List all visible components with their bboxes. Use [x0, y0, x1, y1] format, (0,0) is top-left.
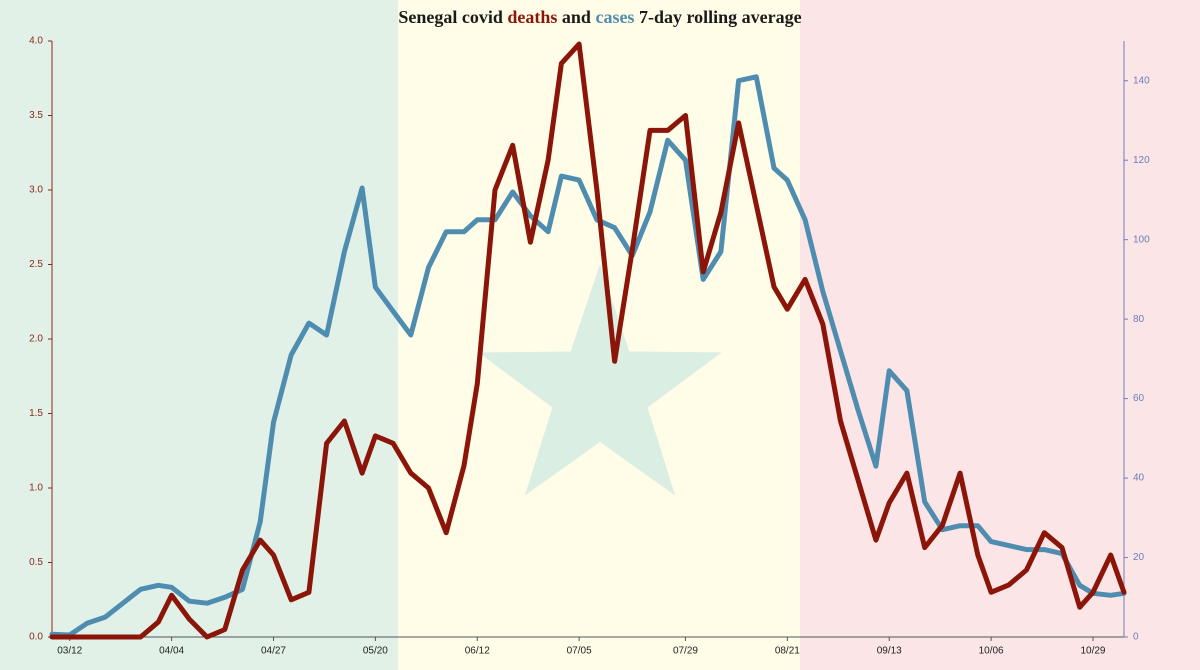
- y-tick-label: 4.0: [29, 36, 43, 47]
- x-tick-label: 05/20: [363, 646, 388, 657]
- y-tick-label: 1.0: [29, 483, 43, 494]
- x-tick-label: 10/06: [979, 646, 1004, 657]
- title-text: 7-day rolling average: [639, 7, 802, 27]
- x-tick-label: 06/12: [465, 646, 490, 657]
- x-tick-label: 09/13: [877, 646, 902, 657]
- title-text: Senegal covid: [398, 7, 503, 27]
- flag-band-green: [0, 0, 398, 670]
- y-tick-label: 3.5: [29, 110, 43, 121]
- flag-star: [478, 264, 722, 496]
- x-tick-label: 08/21: [775, 646, 800, 657]
- y2-tick-label: 80: [1133, 314, 1145, 325]
- y-tick-label: 2.0: [29, 334, 43, 345]
- y2-tick-label: 100: [1133, 234, 1150, 245]
- chart-title: Senegal covid deaths and cases 7-day rol…: [398, 7, 801, 27]
- y-tick-label: 3.0: [29, 185, 43, 196]
- y2-tick-label: 40: [1133, 473, 1145, 484]
- y-tick-label: 2.5: [29, 259, 43, 270]
- legend-cases: cases: [595, 7, 634, 27]
- x-tick-label: 07/05: [567, 646, 592, 657]
- y2-tick-label: 60: [1133, 393, 1145, 404]
- y-tick-label: 1.5: [29, 408, 43, 419]
- title-text: and: [562, 7, 591, 27]
- x-tick-label: 07/29: [673, 646, 698, 657]
- y2-tick-label: 0: [1133, 632, 1139, 643]
- y2-tick-label: 20: [1133, 552, 1145, 563]
- x-tick-label: 03/12: [57, 646, 82, 657]
- x-tick-label: 10/29: [1080, 646, 1105, 657]
- x-tick-label: 04/04: [159, 646, 184, 657]
- line-deaths: [49, 41, 1127, 640]
- flag-band-red: [800, 0, 1200, 670]
- y-tick-label: 0.5: [29, 557, 43, 568]
- x-tick-label: 04/27: [261, 646, 286, 657]
- y-tick-label: 0.0: [29, 632, 43, 643]
- y2-tick-label: 120: [1133, 155, 1150, 166]
- y2-tick-label: 140: [1133, 75, 1150, 86]
- legend-deaths: deaths: [507, 7, 557, 27]
